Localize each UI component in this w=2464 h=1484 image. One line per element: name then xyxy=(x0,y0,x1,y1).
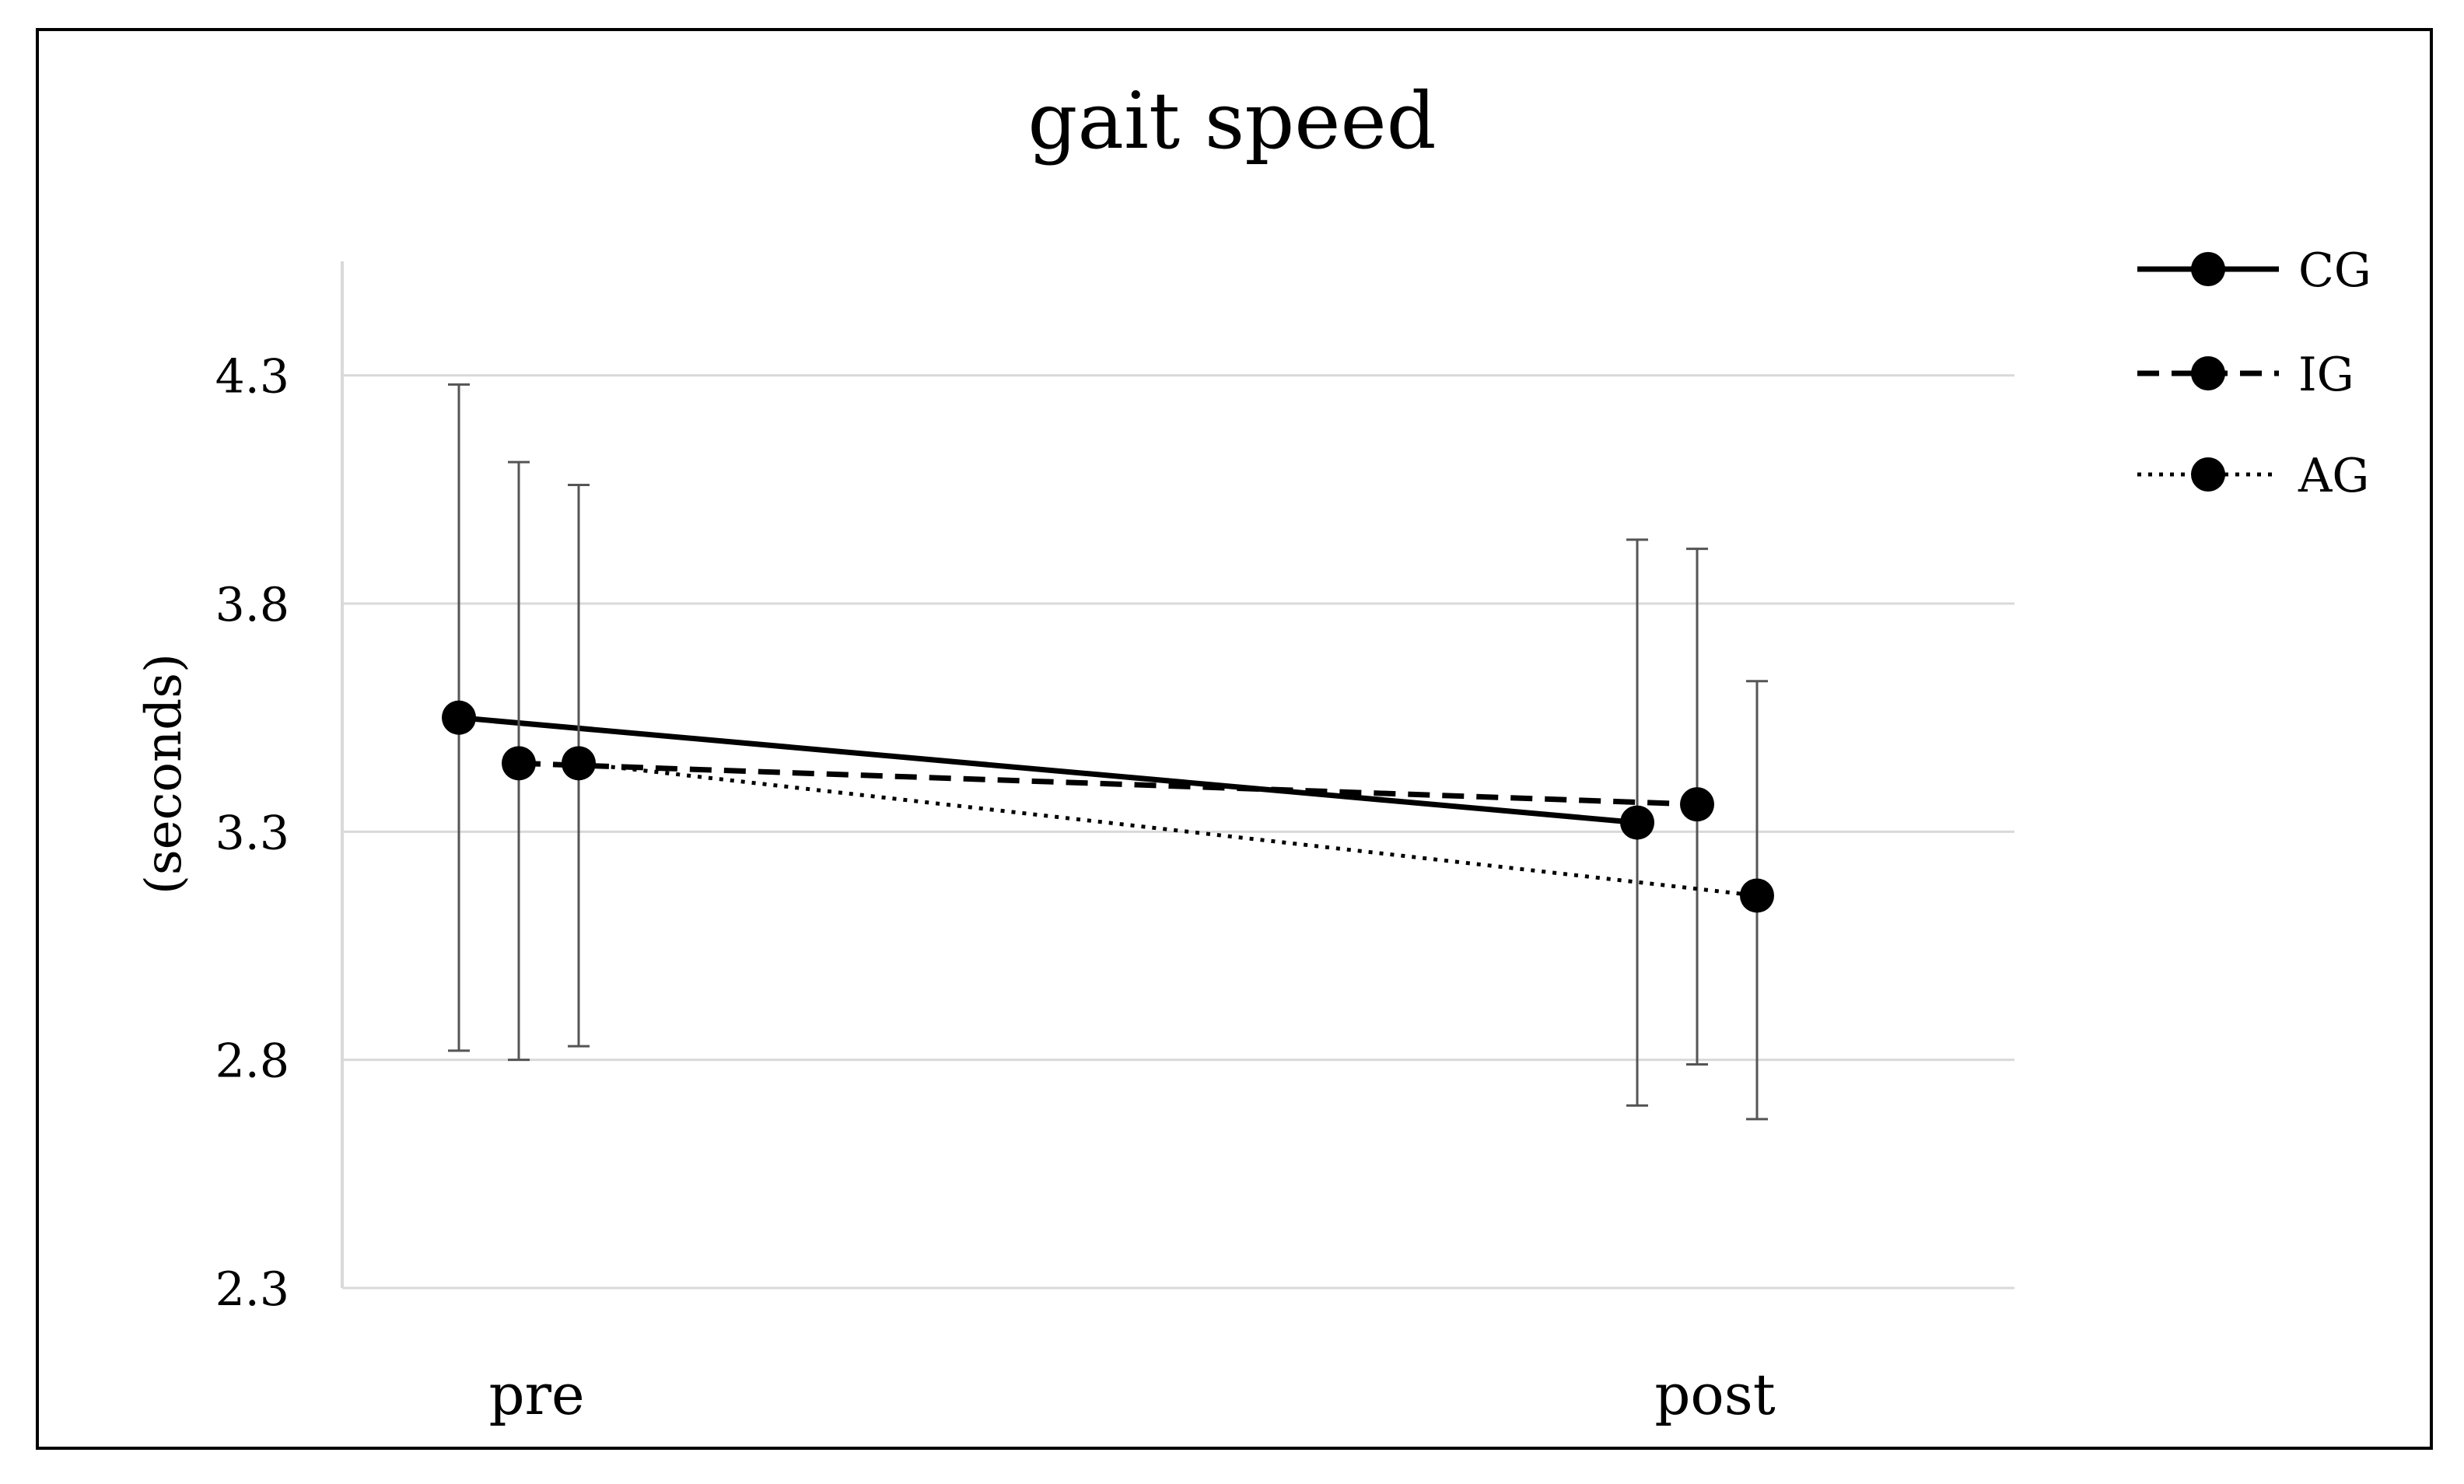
series-layer xyxy=(442,383,1774,1121)
y-tick-labels: 2.3 2.8 3.3 3.8 4.3 xyxy=(215,350,289,1317)
y-tick-label: 2.8 xyxy=(215,1034,289,1089)
x-tick-labels: pre post xyxy=(488,1362,1775,1427)
data-point xyxy=(442,700,476,735)
series-IG xyxy=(502,460,1714,1066)
y-tick-label: 3.8 xyxy=(215,578,289,632)
data-point xyxy=(562,746,596,781)
legend-marker xyxy=(2191,252,2225,286)
y-tick-label: 2.3 xyxy=(215,1262,289,1317)
chart-title: gait speed xyxy=(1027,75,1436,166)
legend-item-IG: IG xyxy=(2137,348,2354,402)
series-AG xyxy=(562,483,1774,1121)
x-tick-label: pre xyxy=(488,1362,584,1427)
legend-label: AG xyxy=(2298,449,2369,503)
series-line xyxy=(518,760,1698,807)
grid-layer xyxy=(342,374,2014,1290)
series-CG xyxy=(442,383,1654,1107)
legend-item-AG: AG xyxy=(2137,449,2369,503)
x-tick-label: post xyxy=(1654,1362,1775,1427)
y-tick-label: 3.3 xyxy=(215,806,289,860)
y-tick-label: 4.3 xyxy=(215,350,289,404)
legend-marker xyxy=(2191,457,2225,492)
y-axis-label: (seconds) xyxy=(135,653,193,894)
chart-frame xyxy=(36,28,2433,1450)
series-line xyxy=(458,715,1638,826)
legend: CG IG AG xyxy=(2137,243,2371,503)
legend-label: CG xyxy=(2298,243,2371,298)
data-point xyxy=(1680,787,1714,822)
data-point xyxy=(1740,878,1774,913)
data-point xyxy=(502,746,536,781)
series-line xyxy=(578,761,1758,898)
legend-item-CG: CG xyxy=(2137,243,2371,298)
legend-marker xyxy=(2191,356,2225,390)
data-point xyxy=(1620,805,1654,840)
legend-label: IG xyxy=(2298,348,2354,402)
